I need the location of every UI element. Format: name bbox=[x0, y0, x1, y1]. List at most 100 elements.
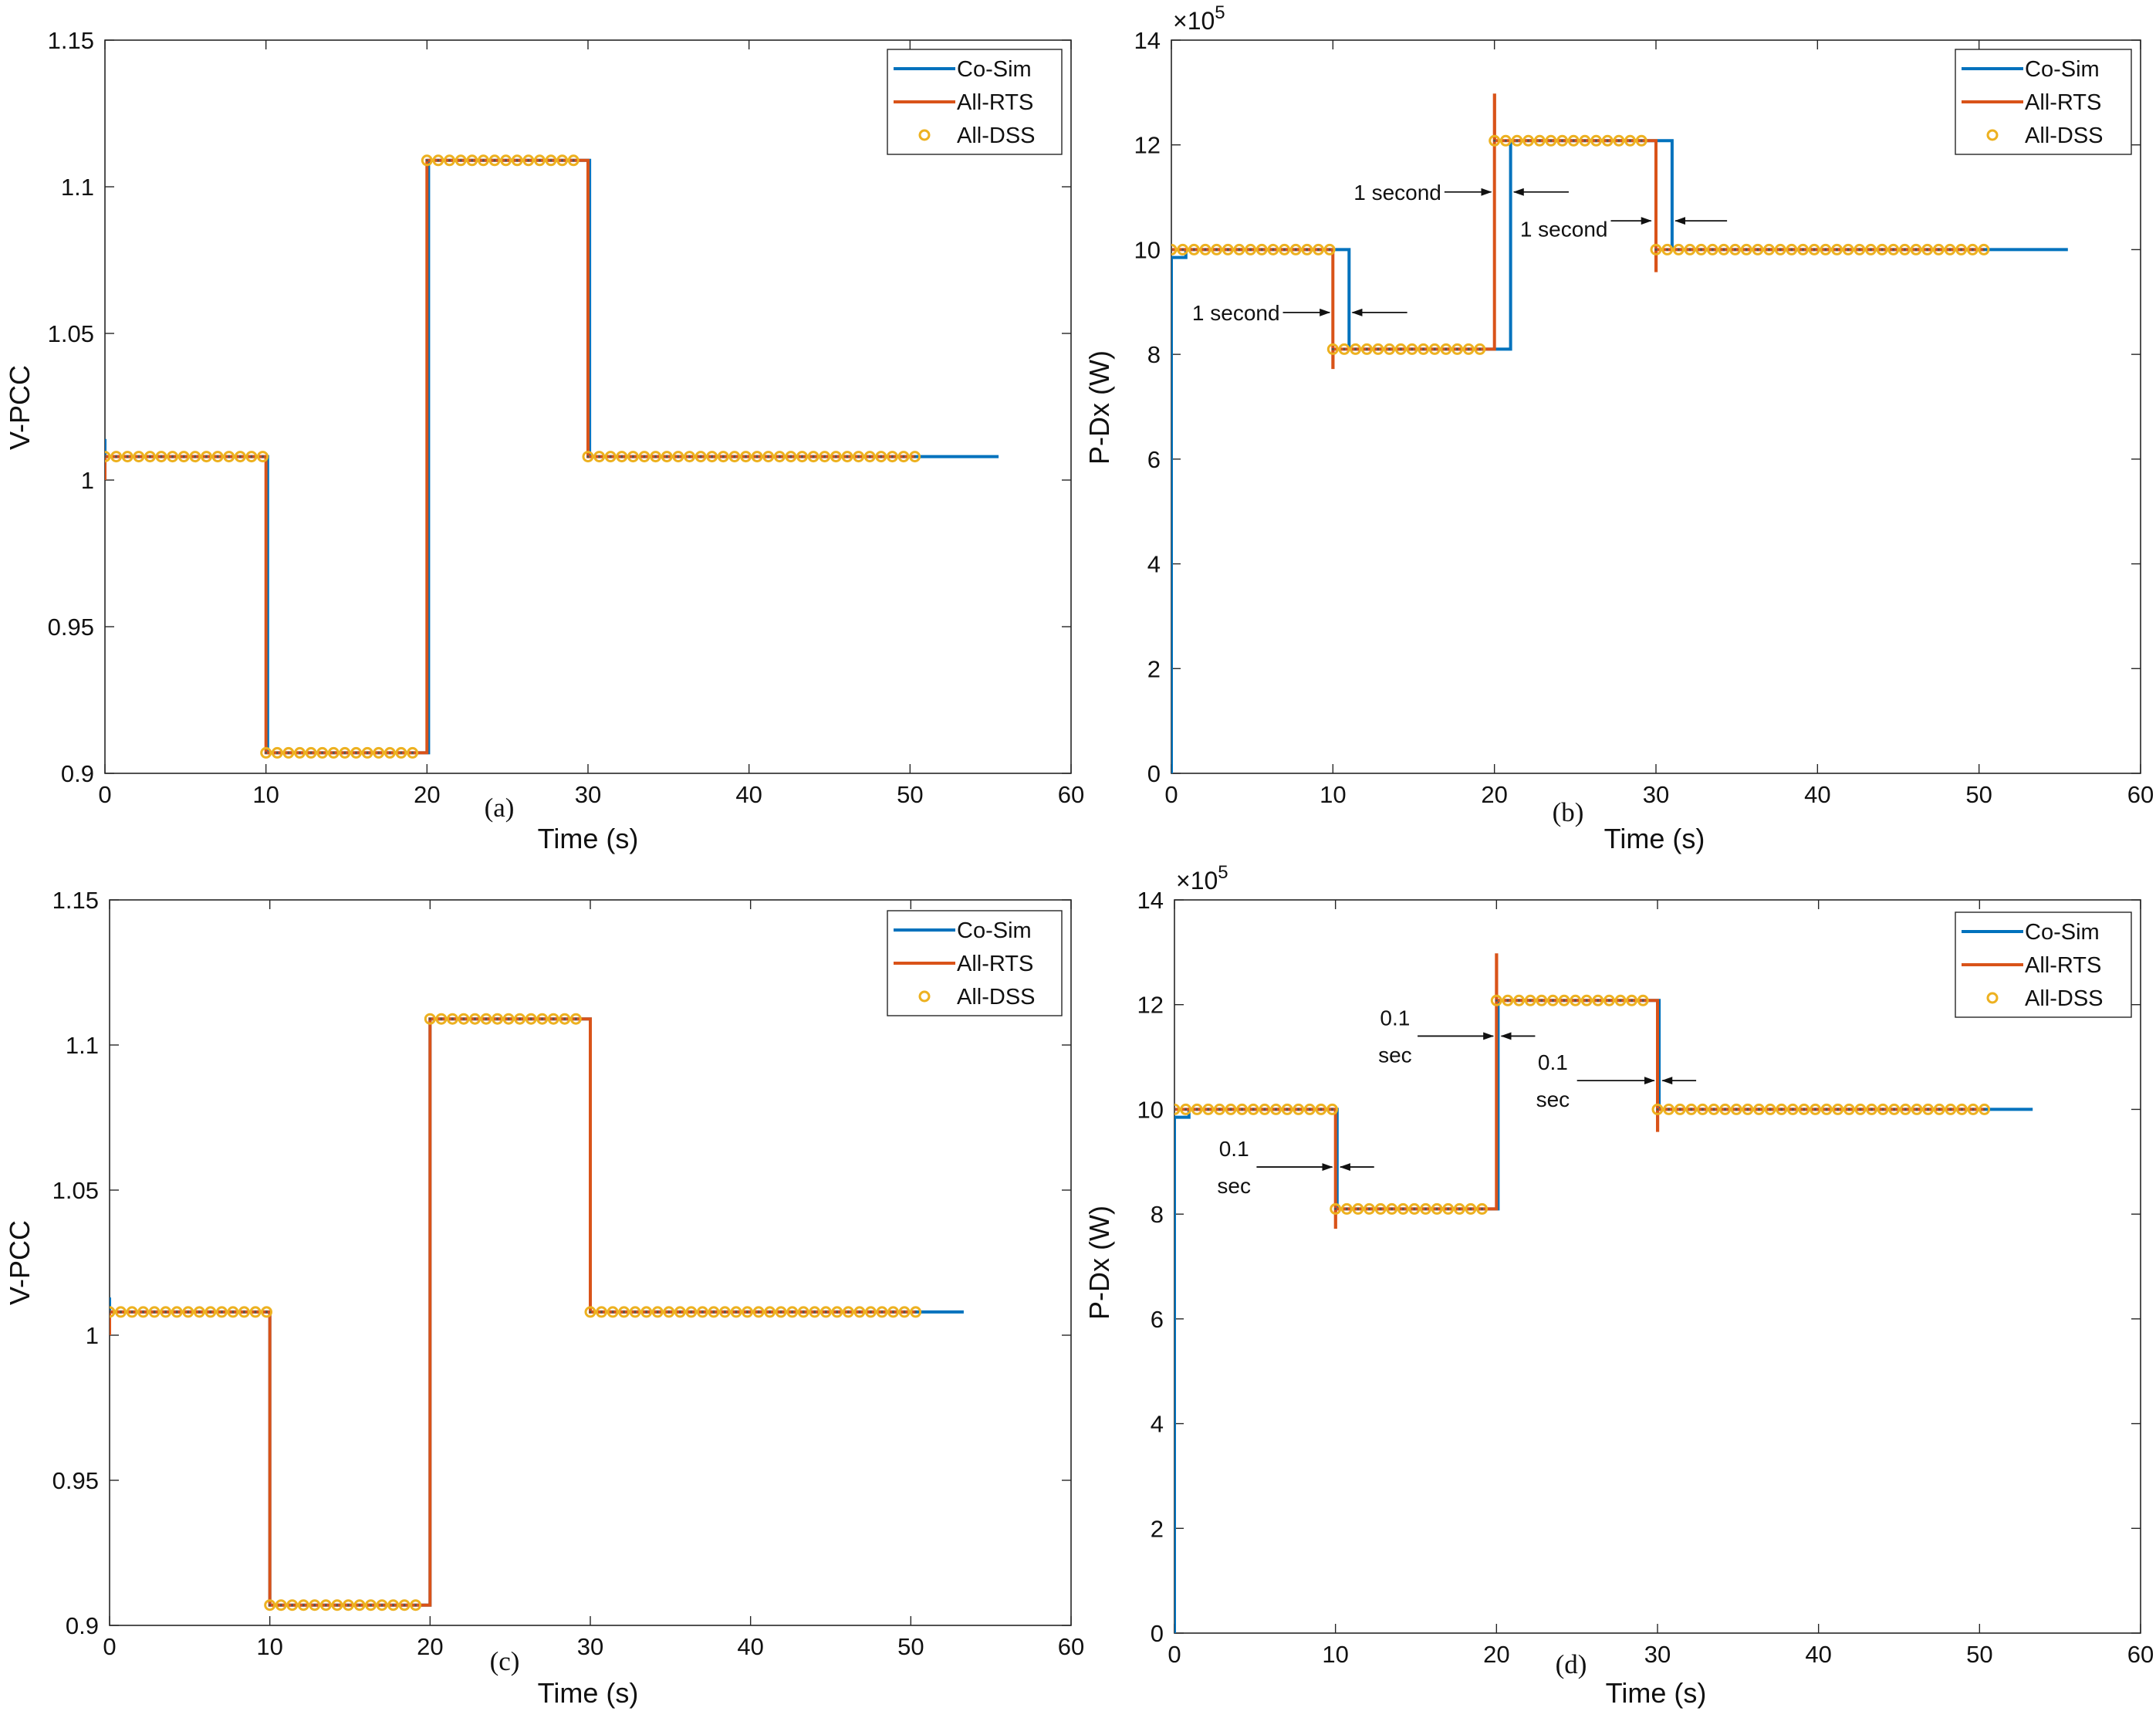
y-tick-label: 14 bbox=[1134, 27, 1161, 54]
panel-label: (d) bbox=[1556, 1649, 1587, 1679]
data-marker-center bbox=[1606, 139, 1609, 142]
data-marker-center bbox=[1607, 999, 1610, 1002]
data-marker-center bbox=[1572, 139, 1575, 142]
data-marker-center bbox=[1306, 248, 1309, 251]
legend-label: Co-Sim bbox=[2025, 57, 2100, 82]
data-marker-center bbox=[1377, 347, 1380, 350]
data-marker-all-dss bbox=[215, 1306, 228, 1318]
data-marker-all-dss bbox=[1661, 243, 1674, 255]
data-marker-all-dss bbox=[1233, 243, 1245, 255]
data-marker-all-dss bbox=[1340, 1202, 1353, 1215]
data-marker-all-dss bbox=[797, 1306, 809, 1318]
data-marker-center bbox=[254, 1310, 257, 1314]
y-tick-label: 8 bbox=[1151, 1201, 1164, 1228]
data-marker-center bbox=[846, 455, 849, 458]
data-marker-center bbox=[744, 455, 748, 458]
x-tick-label: 10 bbox=[252, 781, 279, 808]
data-marker-center bbox=[891, 1310, 895, 1314]
data-marker-all-dss bbox=[148, 1306, 161, 1318]
legend-marker-all-dss bbox=[918, 129, 931, 141]
data-marker-all-dss bbox=[1326, 343, 1339, 355]
data-marker-center bbox=[1365, 347, 1368, 350]
data-marker-all-dss bbox=[596, 1306, 607, 1318]
data-marker-all-dss bbox=[1270, 1103, 1282, 1115]
data-marker-all-dss bbox=[492, 1013, 504, 1025]
data-marker-all-dss bbox=[786, 1306, 799, 1318]
data-marker-center bbox=[1960, 248, 1963, 251]
y-axis-label: P-Dx (W) bbox=[1083, 350, 1115, 465]
data-marker-all-dss bbox=[201, 451, 212, 463]
data-marker-center bbox=[711, 455, 714, 458]
data-marker-all-dss bbox=[1386, 1202, 1398, 1215]
data-marker-all-dss bbox=[1820, 1103, 1833, 1115]
data-marker-all-dss bbox=[500, 154, 512, 167]
data-marker-all-dss bbox=[1967, 1103, 1979, 1115]
data-marker-all-dss bbox=[807, 451, 819, 463]
data-marker-all-dss bbox=[696, 1306, 708, 1318]
data-marker-all-dss bbox=[1546, 994, 1559, 1006]
data-marker-all-dss bbox=[1854, 1103, 1867, 1115]
legend: Co-Sim All-RTS All-DSS bbox=[887, 910, 1063, 1016]
data-marker-center bbox=[187, 1310, 190, 1314]
data-marker-center bbox=[1516, 139, 1519, 142]
annotation-text: 1 second bbox=[1353, 181, 1441, 205]
data-marker-all-dss bbox=[1955, 1103, 1968, 1115]
data-marker-all-dss bbox=[1764, 1103, 1776, 1115]
data-marker-all-dss bbox=[1384, 343, 1396, 355]
legend-label: All-DSS bbox=[957, 985, 1036, 1009]
data-marker-all-dss bbox=[1174, 1103, 1181, 1115]
data-marker-center bbox=[1926, 248, 1929, 251]
data-marker-all-dss bbox=[533, 154, 546, 167]
data-marker-center bbox=[529, 1017, 532, 1020]
data-marker-all-dss bbox=[488, 154, 501, 167]
data-marker-center bbox=[1399, 347, 1402, 350]
data-marker-center bbox=[279, 1604, 282, 1607]
data-marker-all-dss bbox=[638, 451, 651, 463]
data-marker-center bbox=[1551, 999, 1554, 1002]
data-marker-all-dss bbox=[1876, 243, 1888, 255]
data-marker-center bbox=[1847, 1108, 1850, 1111]
data-marker-all-dss bbox=[1763, 243, 1775, 255]
data-marker-center bbox=[1791, 1108, 1794, 1111]
data-marker-center bbox=[1469, 1207, 1472, 1210]
data-marker-all-dss bbox=[1490, 994, 1502, 1006]
x-axis-label: Time (s) bbox=[1606, 1677, 1707, 1709]
data-marker-center bbox=[677, 455, 680, 458]
data-marker-all-dss bbox=[167, 451, 179, 463]
data-marker-center bbox=[1619, 999, 1622, 1002]
data-marker-center bbox=[1847, 248, 1850, 251]
data-marker-all-dss bbox=[1533, 134, 1546, 147]
data-marker-center bbox=[242, 1310, 245, 1314]
y-tick-label: 6 bbox=[1151, 1306, 1164, 1333]
data-marker-center bbox=[789, 455, 792, 458]
data-marker-all-dss bbox=[469, 1013, 481, 1025]
data-marker-all-dss bbox=[204, 1306, 217, 1318]
data-marker-center bbox=[769, 1310, 772, 1314]
x-axis-label: Time (s) bbox=[538, 823, 639, 854]
data-marker-all-dss bbox=[1706, 243, 1718, 255]
data-marker-center bbox=[1357, 1207, 1360, 1210]
data-marker-all-dss bbox=[1177, 243, 1189, 255]
data-marker-all-dss bbox=[424, 1013, 436, 1025]
data-marker-center bbox=[836, 1310, 839, 1314]
data-marker-center bbox=[130, 1310, 133, 1314]
data-marker-center bbox=[1229, 1108, 1232, 1111]
data-marker-all-dss bbox=[742, 1306, 753, 1318]
data-marker-all-dss bbox=[1453, 1202, 1465, 1215]
data-marker-center bbox=[1904, 1108, 1907, 1111]
legend-marker-all-dss bbox=[918, 990, 931, 1003]
data-marker-all-dss bbox=[398, 1599, 411, 1611]
data-marker-center bbox=[1495, 999, 1498, 1002]
data-marker-all-dss bbox=[1932, 243, 1945, 255]
data-marker-all-dss bbox=[1899, 1103, 1911, 1115]
data-marker-all-dss bbox=[876, 1306, 888, 1318]
data-marker-center bbox=[1938, 1108, 1941, 1111]
data-marker-all-dss bbox=[569, 1013, 582, 1025]
data-marker-center bbox=[745, 1310, 749, 1314]
data-marker-all-dss bbox=[353, 1599, 366, 1611]
data-marker-all-dss bbox=[1191, 1103, 1203, 1115]
data-marker-center bbox=[1458, 1207, 1461, 1210]
data-marker-all-dss bbox=[1364, 1202, 1375, 1215]
data-marker-center bbox=[1825, 1108, 1828, 1111]
